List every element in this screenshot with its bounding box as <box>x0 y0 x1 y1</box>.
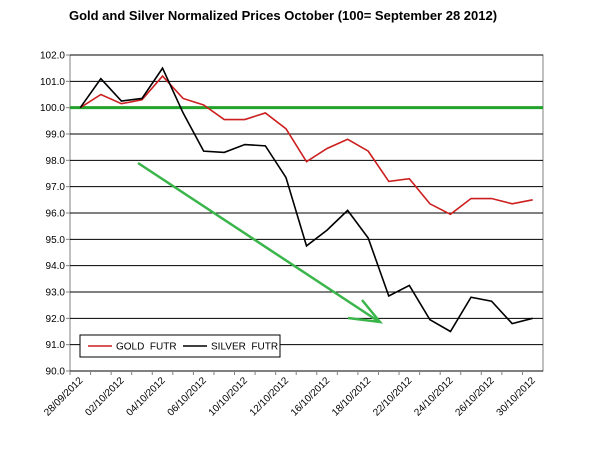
x-tick-label: 06/10/2012 <box>166 375 209 418</box>
x-tick-label: 16/10/2012 <box>289 375 332 418</box>
y-tick-label: 101.0 <box>40 77 65 88</box>
x-tick-label: 10/10/2012 <box>207 375 250 418</box>
trend-arrow <box>137 161 383 324</box>
chart-title: Gold and Silver Normalized Prices Octobe… <box>69 8 497 23</box>
x-tick-label: 12/10/2012 <box>248 375 291 418</box>
legend-label: SILVER FUTR <box>211 342 278 353</box>
legend-label: GOLD FUTR <box>116 342 177 353</box>
y-tick-label: 92.0 <box>46 314 66 325</box>
y-tick-label: 99.0 <box>46 130 66 141</box>
y-tick-label: 95.0 <box>46 235 66 246</box>
y-tick-label: 97.0 <box>46 182 66 193</box>
series-line <box>79 66 533 333</box>
y-tick-label: 102.0 <box>40 51 65 62</box>
x-tick-label: 02/10/2012 <box>83 375 126 418</box>
x-tick-label: 04/10/2012 <box>124 375 167 418</box>
y-tick-label: 100.0 <box>40 103 65 114</box>
x-tick-label: 22/10/2012 <box>371 375 414 418</box>
x-tick-label: 28/09/2012 <box>42 375 85 418</box>
y-tick-label: 94.0 <box>46 261 66 272</box>
x-tick-label: 24/10/2012 <box>412 375 455 418</box>
y-tick-label: 90.0 <box>46 367 66 378</box>
legend-box <box>79 334 281 358</box>
x-tick-label: 18/10/2012 <box>330 375 373 418</box>
y-tick-label: 96.0 <box>46 209 66 220</box>
x-tick-label: 30/10/2012 <box>495 375 538 418</box>
y-tick-label: 91.0 <box>46 340 66 351</box>
series-line <box>79 74 533 216</box>
y-tick-label: 93.0 <box>46 288 66 299</box>
y-tick-label: 98.0 <box>46 156 66 167</box>
legend: GOLD FUTR SILVER FUTR <box>79 334 281 358</box>
x-tick-label: 26/10/2012 <box>454 375 497 418</box>
